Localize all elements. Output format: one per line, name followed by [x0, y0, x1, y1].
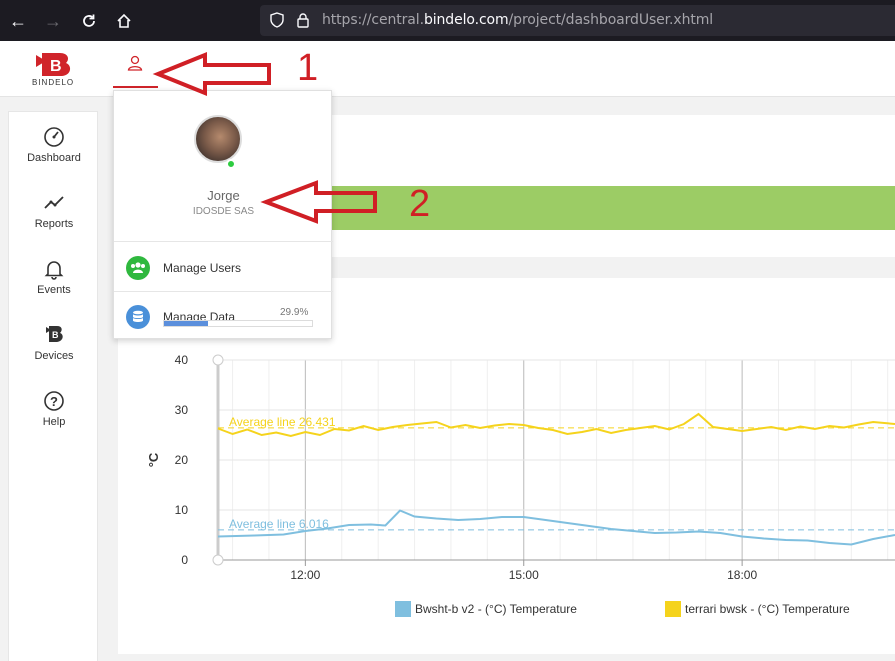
data-usage-progress-fill	[164, 321, 209, 326]
svg-text:?: ?	[50, 394, 58, 409]
divider	[114, 291, 333, 292]
user-menu-button[interactable]	[113, 41, 158, 88]
sidebar-item-reports[interactable]: Reports	[9, 192, 99, 252]
url-host: bindelo.com	[423, 12, 509, 28]
device-b-icon: B	[46, 326, 63, 342]
average-label-2: Average line 26.431	[229, 415, 336, 429]
legend-item-series-2[interactable]: terrari bwsk - (°C) Temperature	[665, 601, 850, 617]
legend-swatch	[665, 601, 681, 617]
data-usage-progress	[163, 320, 313, 327]
sidebar-item-label: Reports	[34, 218, 74, 230]
y-tick-label: 30	[175, 403, 189, 417]
question-icon: ?	[44, 391, 64, 411]
sidebar-item-label: Help	[42, 416, 66, 428]
legend-label: Bwsht-b v2 - (°C) Temperature	[415, 602, 577, 616]
series-line-1	[217, 509, 895, 546]
annotation-number-2: 2	[409, 183, 431, 225]
user-icon	[127, 55, 143, 71]
bindelo-logo[interactable]: B	[30, 51, 78, 91]
y-tick-label: 10	[175, 503, 189, 517]
y-tick-label: 20	[175, 453, 189, 467]
shield-icon[interactable]	[269, 12, 285, 28]
avatar[interactable]	[194, 115, 242, 163]
forward-icon[interactable]: →	[44, 11, 62, 31]
sidebar: Dashboard Reports Events B Devices ? Hel…	[8, 111, 98, 661]
y-tick-label: 40	[175, 353, 189, 367]
address-bar[interactable]: https://central.bindelo.com/project/dash…	[260, 5, 895, 36]
app-header: B BINDELO	[0, 41, 895, 97]
sidebar-item-dashboard[interactable]: Dashboard	[9, 126, 99, 186]
online-status-dot	[226, 159, 236, 169]
logo-text: BINDELO	[32, 78, 75, 87]
range-handle-top	[212, 354, 224, 366]
lock-icon[interactable]	[295, 12, 311, 28]
x-tick-label: 12:00	[290, 568, 320, 582]
temperature-chart: 0 10 20 30 40 °C 12:00 15:00 18:00 Average line 6…	[146, 353, 895, 582]
annotation-arrow-1	[152, 52, 271, 96]
x-tick-label: 15:00	[509, 568, 539, 582]
manage-data-item[interactable]: Manage Data	[114, 293, 333, 343]
x-tick-label: 18:00	[727, 568, 757, 582]
home-icon[interactable]	[111, 8, 137, 34]
gauge-icon	[44, 127, 64, 147]
user-company: IDOSDE SAS	[192, 206, 255, 217]
svg-text:B: B	[52, 330, 59, 340]
legend-label: terrari bwsk - (°C) Temperature	[685, 602, 850, 616]
manage-users-item[interactable]: Manage Users	[114, 243, 333, 293]
manage-users-label: Manage Users	[163, 261, 242, 275]
users-icon	[126, 256, 150, 280]
data-usage-percent: 29.9%	[280, 307, 309, 318]
bell-icon	[44, 261, 64, 280]
legend-item-series-1[interactable]: Bwsht-b v2 - (°C) Temperature	[395, 601, 577, 617]
status-bar	[332, 186, 895, 230]
annotation-arrow-2	[260, 180, 377, 224]
sidebar-item-label: Devices	[34, 350, 74, 362]
svg-text:B: B	[50, 58, 62, 75]
sidebar-item-help[interactable]: ? Help	[9, 390, 99, 450]
sidebar-item-label: Events	[37, 284, 71, 296]
sidebar-item-label: Dashboard	[27, 152, 81, 164]
y-tick-label: 0	[181, 553, 188, 567]
back-icon[interactable]: ←	[9, 11, 27, 31]
user-name: Jorge	[207, 188, 240, 203]
url-text: https://central.bindelo.com/project/dash…	[322, 12, 713, 28]
database-icon	[126, 305, 150, 329]
range-handle-bottom	[212, 554, 224, 566]
trend-icon	[44, 196, 64, 209]
annotation-number-1: 1	[297, 47, 319, 89]
sidebar-item-devices[interactable]: B Devices	[9, 324, 99, 384]
browser-toolbar: ← → https://central.bindelo.com/project/…	[0, 0, 895, 41]
reload-icon[interactable]	[76, 8, 102, 34]
series-line-2	[217, 412, 895, 438]
chart-card	[118, 278, 895, 654]
y-axis-label: °C	[146, 452, 161, 467]
legend-swatch	[395, 601, 411, 617]
average-label-1: Average line 6.016	[229, 517, 329, 531]
url-prefix: https://central.	[322, 12, 424, 28]
divider	[114, 241, 333, 242]
url-path: /project/dashboardUser.xhtml	[508, 12, 714, 28]
sidebar-item-events[interactable]: Events	[9, 258, 99, 318]
